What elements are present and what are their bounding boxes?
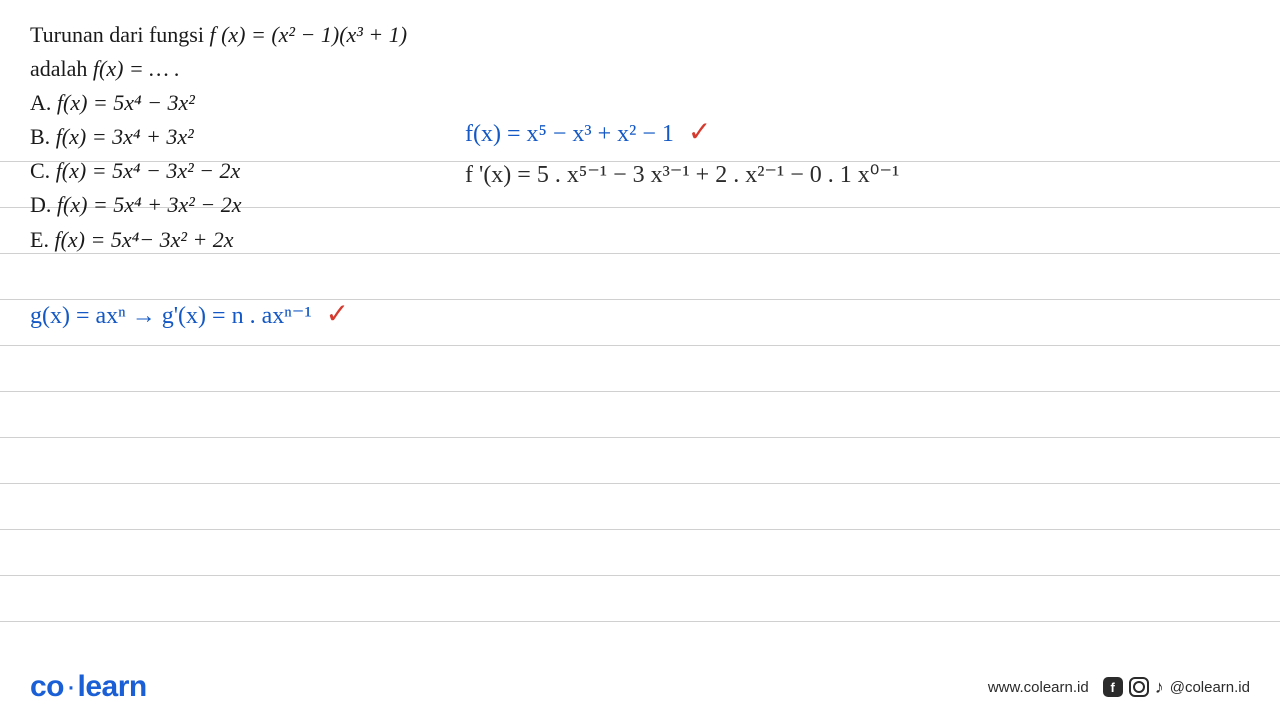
question-line-1: Turunan dari fungsi f (x) = (x² − 1)(x³ … bbox=[30, 18, 1250, 52]
option-label: D. bbox=[30, 192, 51, 217]
logo: co·learn bbox=[30, 670, 147, 704]
tiktok-icon: ♪ bbox=[1155, 677, 1164, 698]
logo-post: learn bbox=[78, 670, 147, 703]
question-fn-1: f (x) = (x² − 1)(x³ + 1) bbox=[209, 22, 407, 47]
footer: co·learn www.colearn.id f ♪ @colearn.id bbox=[30, 670, 1250, 704]
check-icon: ✓ bbox=[326, 299, 349, 330]
facebook-icon: f bbox=[1103, 677, 1123, 697]
option-c: C. f(x) = 5x⁴ − 3x² − 2x bbox=[30, 154, 1250, 188]
option-expr: f(x) = 5x⁴ − 3x² − 2x bbox=[56, 158, 241, 183]
logo-pre: co bbox=[30, 670, 64, 703]
option-d: D. f(x) = 5x⁴ + 3x² − 2x bbox=[30, 188, 1250, 222]
option-expr: f(x) = 3x⁴ + 3x² bbox=[56, 124, 194, 149]
option-a: A. f(x) = 5x⁴ − 3x² bbox=[30, 86, 1250, 120]
content-area: Turunan dari fungsi f (x) = (x² − 1)(x³ … bbox=[0, 0, 1280, 257]
hw-rule-text: g(x) = axⁿ → g'(x) = n . axⁿ⁻¹ bbox=[30, 303, 312, 329]
footer-url: www.colearn.id bbox=[988, 679, 1089, 696]
question-text: Turunan dari fungsi bbox=[30, 22, 209, 47]
logo-dot-icon: · bbox=[66, 670, 76, 703]
social-icons: f ♪ @colearn.id bbox=[1103, 677, 1250, 698]
footer-handle: @colearn.id bbox=[1170, 679, 1250, 696]
question-fn-2: f(x) = … . bbox=[93, 56, 180, 81]
handwritten-rule: g(x) = axⁿ → g'(x) = n . axⁿ⁻¹ ✓ bbox=[30, 297, 349, 331]
option-expr: f(x) = 5x⁴− 3x² + 2x bbox=[54, 227, 233, 252]
footer-right: www.colearn.id f ♪ @colearn.id bbox=[988, 677, 1250, 698]
option-label: E. bbox=[30, 227, 49, 252]
option-label: A. bbox=[30, 90, 51, 115]
option-expr: f(x) = 5x⁴ − 3x² bbox=[57, 90, 195, 115]
question-line-2: adalah f(x) = … . bbox=[30, 52, 1250, 86]
question-text-2: adalah bbox=[30, 56, 93, 81]
option-label: B. bbox=[30, 124, 50, 149]
instagram-icon bbox=[1129, 677, 1149, 697]
option-e: E. f(x) = 5x⁴− 3x² + 2x bbox=[30, 223, 1250, 257]
option-expr: f(x) = 5x⁴ + 3x² − 2x bbox=[57, 192, 242, 217]
option-label: C. bbox=[30, 158, 50, 183]
option-b: B. f(x) = 3x⁴ + 3x² bbox=[30, 120, 1250, 154]
question-block: Turunan dari fungsi f (x) = (x² − 1)(x³ … bbox=[30, 18, 1250, 257]
